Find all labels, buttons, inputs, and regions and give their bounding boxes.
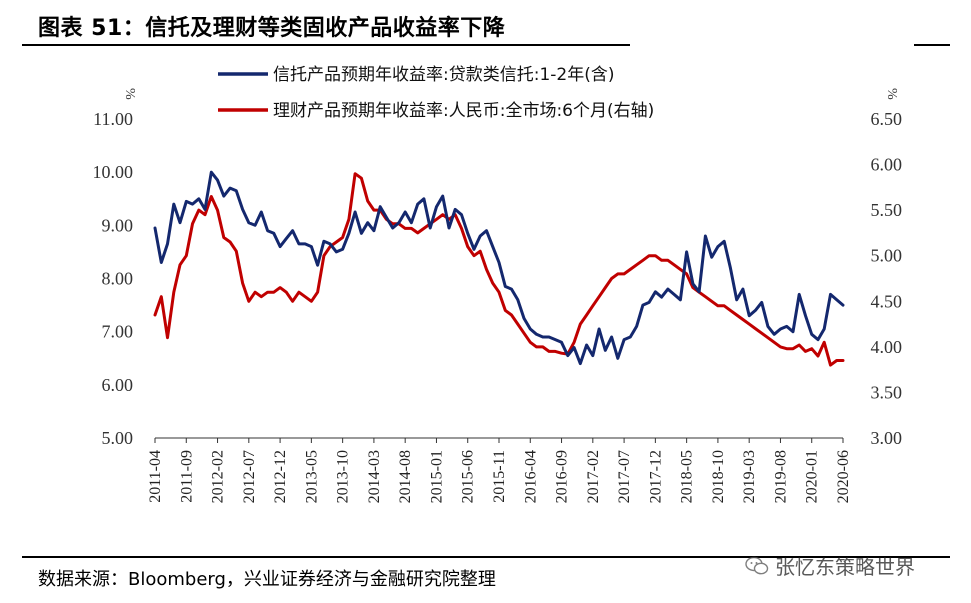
x-tick-label: 2015-11 (491, 450, 508, 503)
title-rule-right (914, 44, 950, 46)
x-tick-label: 2017-02 (585, 450, 602, 503)
x-tick-label: 2017-07 (616, 450, 633, 503)
y-right-unit: % (884, 88, 899, 100)
legend-label-trust: 信托产品预期年收益率:贷款类信托:1-2年(含) (273, 65, 615, 85)
y-left-tick-label: 8.00 (102, 269, 134, 289)
chart-axes: 5.00 6.00 7.00 8.00 9.00 10.00 11.00 3.00 3.50 4.… (93, 88, 903, 503)
y-left-tick-label: 5.00 (102, 428, 134, 448)
legend-label-wealth: 理财产品预期年收益率:人民币:全市场:6个月(右轴) (273, 101, 654, 121)
source-note: 数据来源：Bloomberg，兴业证券经济与金融研究院整理 (38, 569, 496, 590)
y-left-tick-label: 11.00 (93, 109, 133, 129)
watermark: 张忆东策略世界 (745, 551, 915, 580)
x-tick-label: 2012-02 (210, 450, 227, 503)
y-left-tick-label: 6.00 (102, 375, 134, 395)
x-tick-label: 2015-06 (460, 450, 477, 503)
x-tick-label: 2017-12 (647, 450, 664, 503)
y-right-tick-label: 6.50 (871, 109, 903, 129)
x-tick-label: 2019-03 (741, 450, 758, 503)
chart-series (153, 170, 845, 367)
x-tick-label: 2016-09 (554, 450, 571, 503)
x-tick-label: 2013-05 (303, 450, 320, 503)
y-right-tick-label: 4.50 (871, 291, 903, 311)
y-right-tick-label: 5.50 (871, 200, 903, 220)
y-right-tick-label: 6.00 (871, 155, 903, 175)
y-left-unit: % (122, 88, 137, 100)
x-tick-label: 2015-01 (428, 450, 445, 503)
chart-legend: 信托产品预期年收益率:贷款类信托:1-2年(含) 理财产品预期年收益率:人民币:全… (218, 65, 654, 121)
series-line-wealth (153, 172, 845, 367)
y-left-tick-label: 9.00 (102, 215, 134, 235)
y-right-tick-label: 3.00 (871, 428, 903, 448)
x-tick-label: 2016-04 (522, 450, 539, 503)
x-tick-label: 2014-08 (397, 450, 414, 503)
x-tick-label: 2013-10 (335, 450, 352, 503)
x-tick-label: 2020-06 (835, 450, 852, 503)
y-left-tick-label: 10.00 (93, 162, 134, 182)
x-tick-label: 2018-05 (679, 450, 696, 503)
x-tick-label: 2014-03 (366, 450, 383, 503)
y-right-tick-label: 5.00 (871, 246, 903, 266)
title-rule-left (22, 44, 630, 46)
x-tick-label: 2012-12 (272, 450, 289, 503)
page-title: 图表 51：信托及理财等类固收产品收益率下降 (38, 16, 506, 41)
source-rule (22, 556, 950, 558)
series-line-trust (153, 170, 845, 366)
y-right-tick-label: 3.50 (871, 382, 903, 402)
x-tick-label: 2011-04 (147, 450, 164, 503)
y-right-tick-label: 4.00 (871, 337, 903, 357)
x-tick-label: 2012-07 (241, 450, 258, 503)
x-tick-label: 2018-10 (710, 450, 727, 503)
x-tick-label: 2020-01 (804, 450, 821, 503)
wechat-icon (745, 556, 769, 574)
x-tick-label: 2019-08 (772, 450, 789, 503)
watermark-text: 张忆东策略世界 (775, 555, 915, 579)
y-left-tick-label: 7.00 (102, 322, 134, 342)
x-tick-label: 2011-09 (178, 450, 195, 503)
